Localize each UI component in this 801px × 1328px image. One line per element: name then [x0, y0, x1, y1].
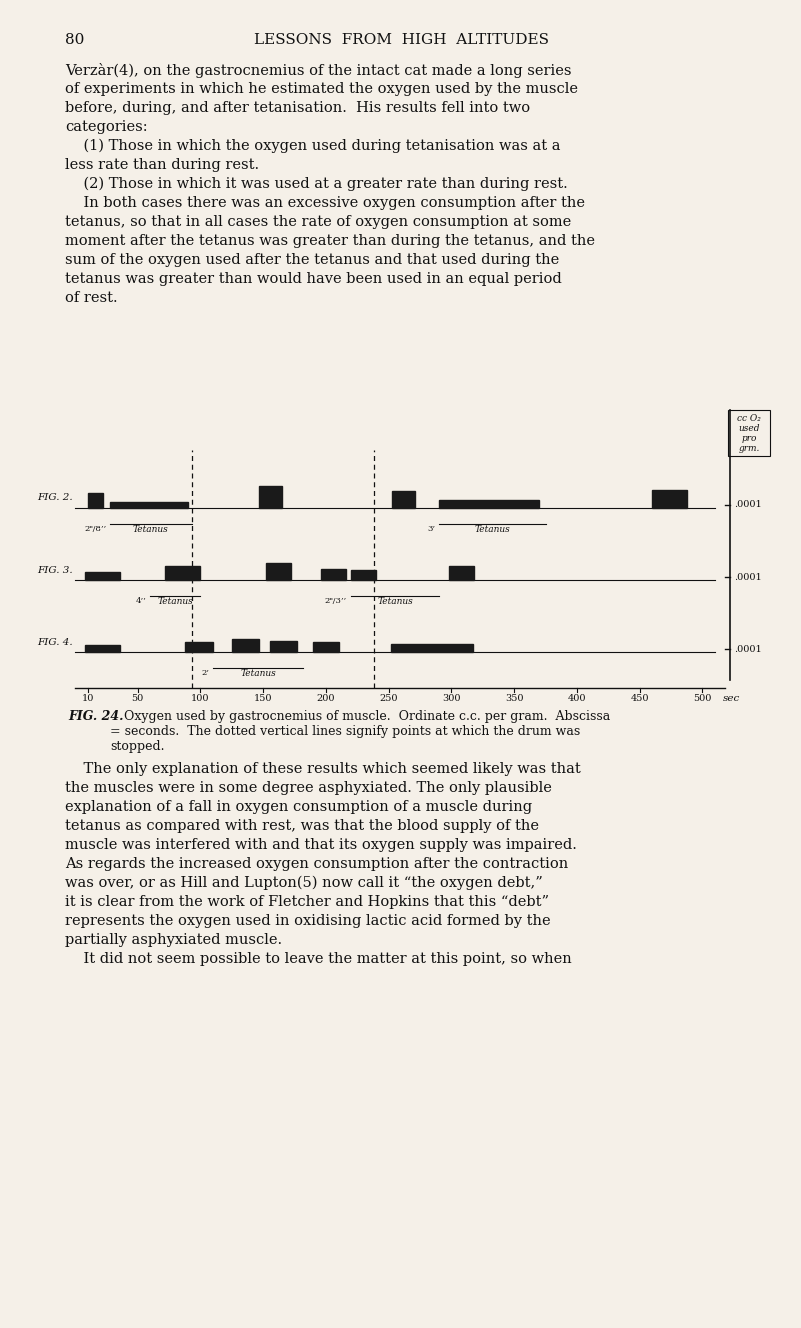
Text: FIG. 3.: FIG. 3.	[38, 566, 73, 575]
Text: categories:: categories:	[65, 120, 147, 134]
Text: explanation of a fall in oxygen consumption of a muscle during: explanation of a fall in oxygen consumpt…	[65, 799, 532, 814]
Text: 10: 10	[82, 695, 94, 703]
Text: FIG. 24.: FIG. 24.	[68, 710, 123, 722]
Text: Tetanus: Tetanus	[240, 669, 276, 677]
Text: the muscles were in some degree asphyxiated. The only plausible: the muscles were in some degree asphyxia…	[65, 781, 552, 795]
Text: cc O₂: cc O₂	[737, 414, 761, 424]
Text: 80: 80	[65, 33, 84, 46]
Bar	[351, 570, 376, 580]
Bar	[165, 566, 200, 580]
Text: used: used	[739, 424, 760, 433]
Text: 2’: 2’	[201, 669, 209, 677]
Text: In both cases there was an excessive oxygen consumption after the: In both cases there was an excessive oxy…	[65, 197, 585, 210]
Text: FIG. 4.: FIG. 4.	[38, 639, 73, 647]
Text: 50: 50	[131, 695, 144, 703]
Text: FIG. 2.: FIG. 2.	[38, 493, 73, 502]
Text: Verzàr(4), on the gastrocnemius of the intact cat made a long series: Verzàr(4), on the gastrocnemius of the i…	[65, 62, 571, 78]
Text: before, during, and after tetanisation.  His results fell into two: before, during, and after tetanisation. …	[65, 101, 530, 116]
Bar	[391, 644, 473, 652]
Text: Tetanus: Tetanus	[158, 598, 193, 606]
Text: moment after the tetanus was greater than during the tetanus, and the: moment after the tetanus was greater tha…	[65, 234, 595, 248]
Bar	[110, 502, 188, 509]
Text: Tetanus: Tetanus	[377, 598, 413, 606]
Text: The only explanation of these results which seemed likely was that: The only explanation of these results wh…	[65, 762, 581, 776]
Text: 4’’: 4’’	[135, 598, 147, 606]
Bar	[449, 566, 474, 580]
Text: of rest.: of rest.	[65, 291, 118, 305]
Bar	[185, 641, 213, 652]
Text: sec: sec	[723, 695, 740, 703]
Text: Tetanus: Tetanus	[133, 526, 169, 534]
Text: As regards the increased oxygen consumption after the contraction: As regards the increased oxygen consumpt…	[65, 857, 568, 871]
Bar	[728, 410, 770, 456]
Text: was over, or as Hill and Lupton(5) now call it “the oxygen debt,”: was over, or as Hill and Lupton(5) now c…	[65, 876, 543, 890]
Text: (1) Those in which the oxygen used during tetanisation was at a: (1) Those in which the oxygen used durin…	[65, 139, 561, 154]
Text: (2) Those in which it was used at a greater rate than during rest.: (2) Those in which it was used at a grea…	[65, 177, 568, 191]
Text: 150: 150	[254, 695, 272, 703]
Text: tetanus as compared with rest, was that the blood supply of the: tetanus as compared with rest, was that …	[65, 819, 539, 833]
Text: 2ᶛ/3’’: 2ᶛ/3’’	[325, 598, 347, 606]
Text: Oxygen used by gastrocnemius of muscle.  Ordinate c.c. per gram.  Abscissa: Oxygen used by gastrocnemius of muscle. …	[116, 710, 610, 722]
Text: 100: 100	[191, 695, 210, 703]
Text: 450: 450	[630, 695, 649, 703]
Text: 300: 300	[442, 695, 461, 703]
Bar	[439, 501, 539, 509]
Text: 500: 500	[693, 695, 711, 703]
Text: stopped.: stopped.	[110, 740, 164, 753]
Text: partially asphyxiated muscle.: partially asphyxiated muscle.	[65, 934, 282, 947]
Text: tetanus was greater than would have been used in an equal period: tetanus was greater than would have been…	[65, 272, 562, 286]
Bar	[266, 563, 291, 580]
Text: .0001: .0001	[734, 501, 762, 510]
Text: pro: pro	[741, 434, 757, 444]
Text: less rate than during rest.: less rate than during rest.	[65, 158, 260, 173]
Bar	[313, 641, 339, 652]
Bar	[85, 572, 120, 580]
Text: = seconds.  The dotted vertical lines signify points at which the drum was: = seconds. The dotted vertical lines sig…	[110, 725, 580, 738]
Bar	[231, 639, 260, 652]
Text: tetanus, so that in all cases the rate of oxygen consumption at some: tetanus, so that in all cases the rate o…	[65, 215, 571, 228]
Text: grm.: grm.	[739, 444, 759, 453]
Text: LESSONS  FROM  HIGH  ALTITUDES: LESSONS FROM HIGH ALTITUDES	[253, 33, 549, 46]
Text: .0001: .0001	[734, 572, 762, 582]
Bar	[652, 490, 687, 509]
Text: muscle was interfered with and that its oxygen supply was impaired.: muscle was interfered with and that its …	[65, 838, 577, 853]
Bar	[392, 491, 415, 509]
Bar	[260, 486, 282, 509]
Text: it is clear from the work of Fletcher and Hopkins that this “debt”: it is clear from the work of Fletcher an…	[65, 895, 549, 908]
Bar	[269, 641, 297, 652]
Bar	[321, 570, 346, 580]
Bar	[87, 493, 103, 509]
Text: It did not seem possible to leave the matter at this point, so when: It did not seem possible to leave the ma…	[65, 952, 572, 965]
Text: sum of the oxygen used after the tetanus and that used during the: sum of the oxygen used after the tetanus…	[65, 254, 559, 267]
Text: Tetanus: Tetanus	[474, 526, 510, 534]
Text: 3’: 3’	[427, 526, 435, 534]
Text: 2ᶛ/8’’: 2ᶛ/8’’	[84, 526, 107, 534]
Text: 250: 250	[380, 695, 398, 703]
Text: 200: 200	[316, 695, 336, 703]
Text: represents the oxygen used in oxidising lactic acid formed by the: represents the oxygen used in oxidising …	[65, 914, 550, 928]
Text: 350: 350	[505, 695, 524, 703]
Text: of experiments in which he estimated the oxygen used by the muscle: of experiments in which he estimated the…	[65, 82, 578, 96]
Bar	[85, 645, 120, 652]
Text: 400: 400	[568, 695, 586, 703]
Text: .0001: .0001	[734, 644, 762, 653]
